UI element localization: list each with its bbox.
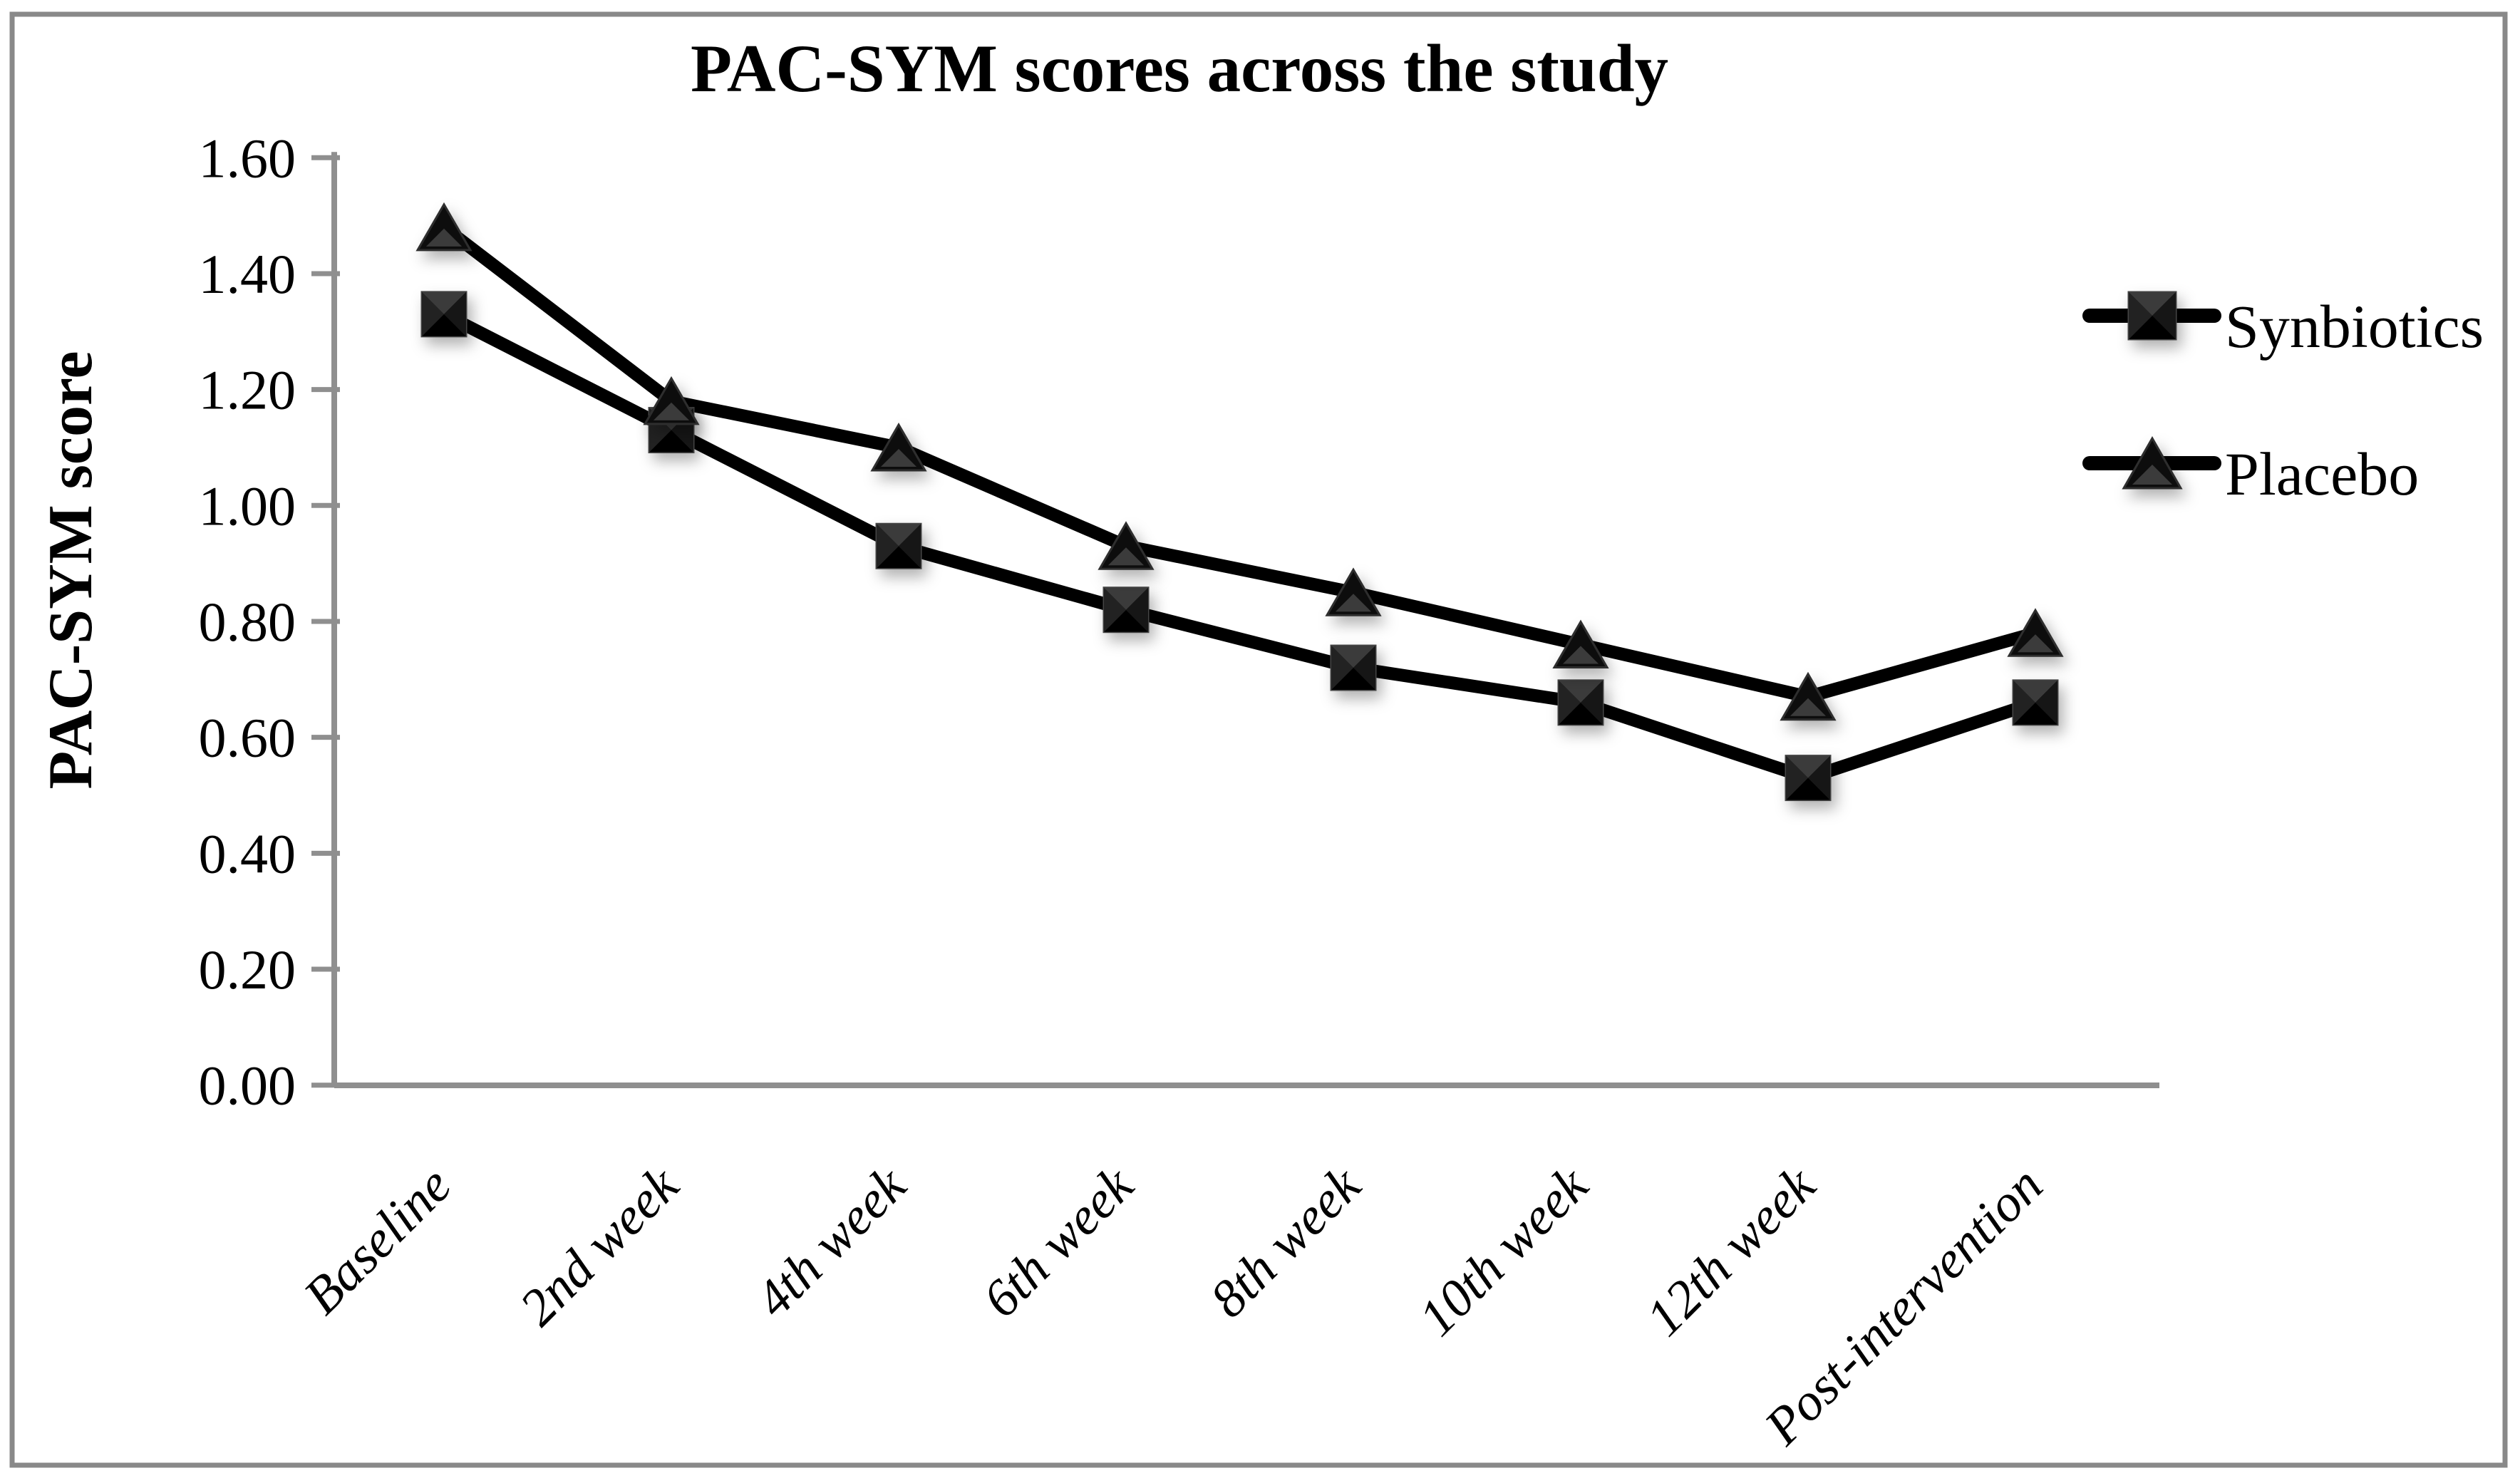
marker-triangle-placebo [415,202,472,252]
marker-triangle-placebo [1325,567,1382,616]
x-category-label: 2nd week [509,1155,691,1337]
marker-square-synbiotics [1102,587,1150,634]
legend: Synbiotics Placebo [2082,291,2484,508]
marker-square-synbiotics [2012,679,2059,726]
marker-triangle-placebo [2007,608,2064,657]
legend-item-placebo: Placebo [2082,435,2419,508]
y-tick-label: 1.00 [199,475,296,537]
series-line-synbiotics [438,307,2042,785]
x-category-label: 8th week [1199,1155,1373,1328]
outer-border [9,11,2508,1468]
y-tick-label: 1.60 [199,127,296,189]
legend-item-synbiotics: Synbiotics [2082,291,2484,361]
marker-square-synbiotics [875,522,922,569]
y-tick-label: 0.80 [199,591,296,653]
marker-triangle-placebo [1552,619,1609,669]
marker-triangle-placebo [870,422,927,472]
y-tick-label: 0.00 [199,1055,296,1117]
y-tick-label: 1.20 [199,359,296,421]
marker-triangle-placebo [1780,671,1837,721]
plot-series [415,202,2064,802]
marker-square-synbiotics [420,291,468,338]
y-tick-label: 1.40 [199,243,296,305]
marker-square-synbiotics [1330,644,1377,691]
x-category-label: 6th week [972,1155,1145,1328]
y-tick-label: 0.60 [199,707,296,769]
legend-label: Synbiotics [2225,292,2484,361]
y-tick-label: 0.40 [199,822,296,884]
x-category-label: 4th week [745,1155,918,1328]
marker-triangle-placebo [643,376,700,425]
y-axis: 0.00 0.20 0.40 0.60 0.80 1.00 1.20 1.40 1.60 [199,127,340,1117]
legend-triangle-marker-icon [2122,435,2183,490]
marker-square-synbiotics [1557,679,1604,726]
x-axis: Baseline 2nd week 4th week 6th week 8th week… [293,1082,2159,1457]
legend-label: Placebo [2225,440,2419,508]
legend-square-marker-icon [2127,291,2177,341]
marker-square-synbiotics [1785,755,1832,802]
x-category-label: 10th week [1408,1155,1599,1347]
series-line-placebo [438,220,2042,703]
chart-title: PAC-SYM scores across the study [691,31,1668,106]
x-category-label: Baseline [293,1156,463,1326]
y-axis-title: PAC-SYM score [36,351,105,789]
y-tick-label: 0.20 [199,939,296,1001]
marker-triangle-placebo [1098,521,1155,570]
x-category-label: 12th week [1635,1155,1827,1347]
